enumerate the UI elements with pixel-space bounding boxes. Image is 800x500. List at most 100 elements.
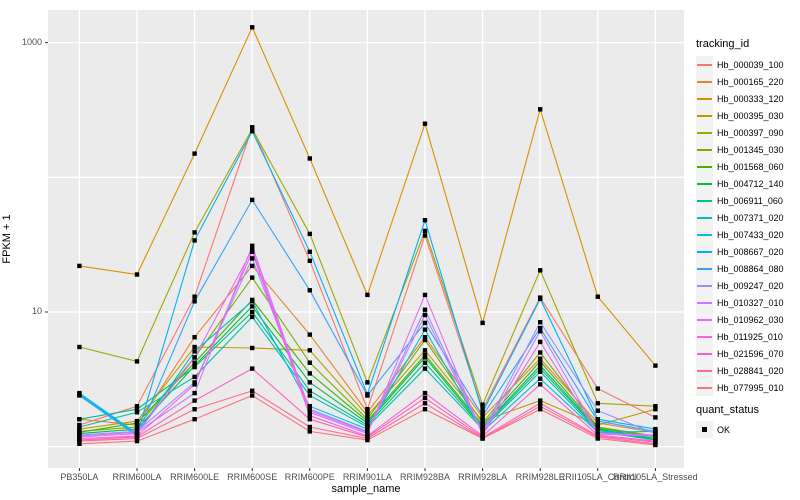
- data-point: [250, 243, 255, 248]
- data-point: [307, 156, 312, 161]
- y-axis-title: FPKM + 1: [1, 214, 13, 264]
- data-point: [422, 348, 428, 353]
- legend-item-Hb_006911_060: Hb_006911_060: [696, 192, 783, 209]
- data-point: [595, 418, 600, 424]
- data-point: [422, 233, 428, 238]
- data-point: [250, 256, 255, 261]
- data-point: [192, 230, 197, 235]
- legend-key: [696, 73, 713, 90]
- legend-key: [696, 141, 713, 158]
- data-point: [653, 415, 658, 420]
- data-point: [192, 299, 197, 304]
- legend-item-Hb_007371_020: Hb_007371_020: [696, 209, 784, 226]
- legend-item-Hb_011925_010: Hb_011925_010: [696, 328, 783, 345]
- legend-item-label: Hb_001568_060: [717, 161, 784, 172]
- data-point: [595, 386, 600, 391]
- data-point: [307, 404, 312, 409]
- legend-item-Hb_008864_080: Hb_008864_080: [696, 260, 784, 277]
- x-tick-label: PB350LA: [60, 472, 99, 482]
- data-point: [192, 151, 197, 156]
- data-point: [250, 366, 255, 371]
- data-point: [307, 393, 312, 398]
- data-point: [538, 407, 543, 412]
- legend-item-Hb_008667_020: Hb_008667_020: [696, 243, 784, 260]
- data-point: [365, 413, 370, 418]
- data-point: [480, 436, 485, 441]
- data-point: [250, 197, 255, 203]
- data-point: [250, 393, 255, 398]
- legend-line-swatch-icon: [697, 353, 712, 355]
- data-point: [250, 314, 255, 320]
- data-point: [422, 407, 428, 412]
- data-point: [653, 433, 658, 439]
- legend-item-label: Hb_000395_030: [717, 110, 784, 121]
- legend-line-swatch-icon: [697, 302, 712, 304]
- data-point: [307, 348, 312, 353]
- data-point: [307, 249, 312, 254]
- legend-item-label: Hb_011925_010: [717, 331, 783, 342]
- legend-item-Hb_007433_020: Hb_007433_020: [696, 226, 784, 243]
- legend-key: [696, 158, 713, 175]
- y-tick-label: 10: [31, 306, 42, 316]
- y-tick-label: 1000: [21, 36, 42, 47]
- data-point: [307, 332, 312, 337]
- data-point: [192, 238, 197, 243]
- data-point: [422, 352, 428, 358]
- x-tick-label: RRII105LA_Stressed: [613, 472, 698, 482]
- legend-item-label: Hb_021596_070: [717, 348, 784, 359]
- data-point: [538, 359, 543, 364]
- x-tick-label: RRIM928BA: [399, 472, 451, 482]
- data-point: [653, 426, 658, 432]
- data-point: [307, 258, 312, 263]
- legend-key: [696, 107, 713, 124]
- data-point: [134, 359, 140, 364]
- legend-item-label: Hb_008667_020: [717, 246, 784, 257]
- data-point: [538, 363, 543, 368]
- legend-item-Hb_000397_090: Hb_000397_090: [696, 124, 784, 141]
- legend-line-swatch-icon: [697, 251, 712, 253]
- data-point: [307, 413, 312, 418]
- data-point: [134, 438, 140, 444]
- x-tick-label: RRIM600LA: [112, 472, 162, 482]
- data-point: [480, 407, 485, 412]
- data-point: [480, 320, 485, 326]
- legend-item-label: Hb_007371_020: [717, 212, 784, 223]
- legend-item-Hb_009247_020: Hb_009247_020: [696, 277, 784, 294]
- data-point: [365, 426, 370, 432]
- data-point: [134, 404, 140, 409]
- data-point: [595, 408, 600, 413]
- legend-line-swatch-icon: [697, 336, 712, 338]
- data-point: [422, 320, 428, 326]
- data-point: [653, 407, 658, 412]
- legend-line-swatch-icon: [697, 319, 712, 321]
- legend-item-Hb_001345_030: Hb_001345_030: [696, 141, 784, 158]
- data-point: [422, 366, 428, 371]
- legend-key: [696, 209, 713, 226]
- data-point: [538, 107, 543, 112]
- legend-title-quant-status: quant_status: [696, 404, 759, 416]
- legend-item-label: Hb_008864_080: [717, 263, 784, 274]
- data-point: [480, 402, 485, 407]
- legend-item-Hb_004712_140: Hb_004712_140: [696, 175, 784, 192]
- legend-key: [696, 56, 713, 73]
- data-point: [134, 410, 140, 415]
- data-point: [307, 231, 312, 237]
- legend-item-label: Hb_006911_060: [717, 195, 783, 206]
- data-point: [538, 401, 543, 406]
- x-tick-label: RRIM600SE: [227, 472, 278, 482]
- data-point: [538, 350, 543, 355]
- legend-key: [696, 328, 713, 345]
- data-point: [538, 369, 543, 374]
- data-point: [653, 404, 658, 409]
- legend-line-swatch-icon: [697, 166, 712, 168]
- data-point: [422, 312, 428, 318]
- data-point: [307, 288, 312, 293]
- data-point: [192, 390, 197, 396]
- data-point: [538, 356, 543, 361]
- data-point: [538, 320, 543, 325]
- data-point: [422, 121, 428, 126]
- data-point: [307, 429, 312, 434]
- data-point: [250, 304, 255, 309]
- x-tick-label: RRIM600PE: [284, 472, 335, 482]
